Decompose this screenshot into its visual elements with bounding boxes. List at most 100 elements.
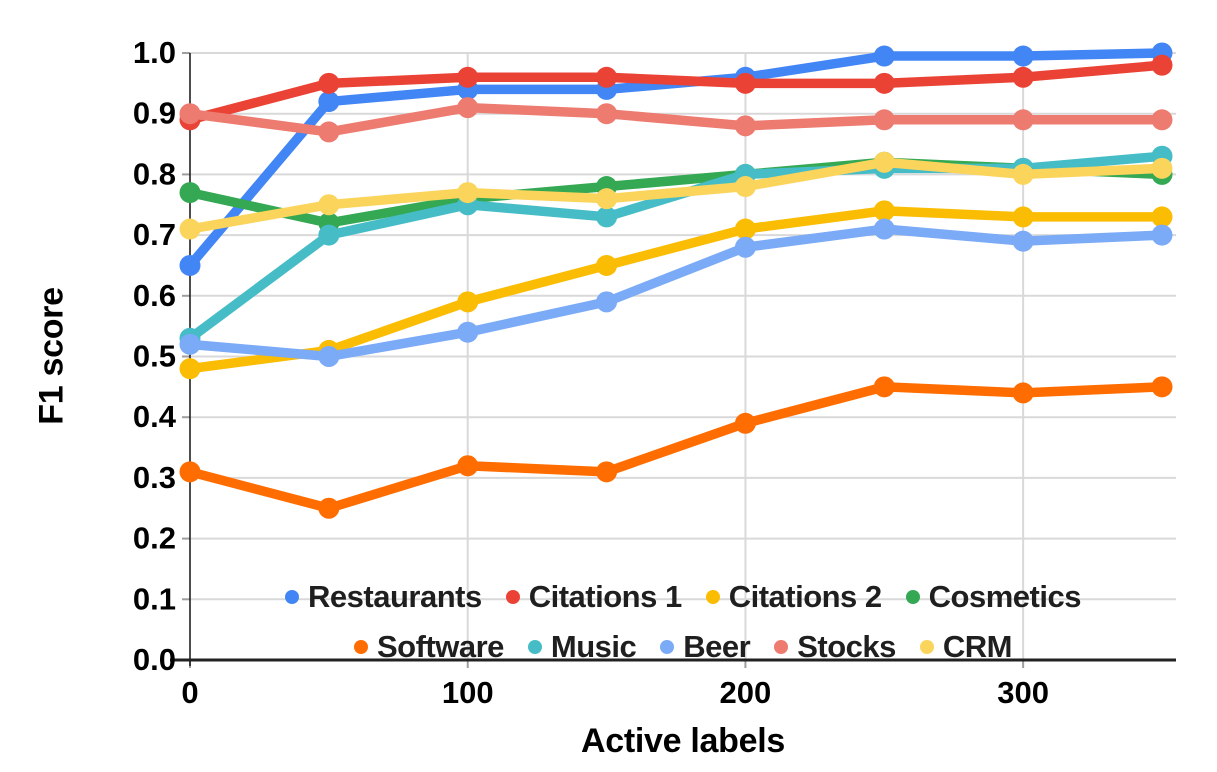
data-point-crm-0	[179, 218, 201, 240]
data-point-crm-150	[596, 188, 618, 210]
legend-dot-restaurants	[285, 590, 300, 604]
x-tick-label: 200	[720, 675, 772, 710]
y-tick-label: 0.6	[133, 278, 176, 313]
legend-label-crm: CRM	[942, 629, 1013, 664]
legend-dot-beer	[660, 640, 675, 654]
data-point-software-150	[596, 461, 618, 483]
legend-label-stocks: Stocks	[797, 629, 896, 664]
data-point-music-150	[596, 206, 618, 228]
legend-item-restaurants: Restaurants	[285, 579, 482, 615]
legend-label-restaurants: Restaurants	[308, 579, 482, 614]
legend-label-citations-1: Citations 1	[528, 579, 682, 614]
data-point-crm-250	[873, 151, 895, 173]
legend-item-stocks: Stocks	[774, 629, 896, 665]
data-point-software-50	[318, 497, 340, 519]
series-line-stocks	[185, 102, 1167, 137]
data-point-restaurants-250	[873, 45, 895, 67]
data-point-stocks-300	[1012, 109, 1034, 131]
series-line-beer	[185, 224, 1167, 362]
y-tick-label: 0.4	[133, 399, 177, 434]
x-tick-label: 0	[181, 675, 198, 710]
y-tick-label: 0.0	[133, 642, 176, 677]
y-tick-label: 0.1	[133, 581, 176, 616]
data-point-stocks-250	[873, 109, 895, 131]
series-line-citations-1	[185, 60, 1167, 125]
data-point-restaurants-300	[1012, 45, 1034, 67]
data-point-citations-2-150	[596, 254, 618, 276]
legend-item-citations-1: Citations 1	[505, 579, 682, 615]
legend-dot-cosmetics	[905, 590, 920, 604]
y-tick-label: 0.8	[133, 156, 176, 191]
legend-label-beer: Beer	[683, 629, 751, 664]
data-point-stocks-350	[1151, 109, 1173, 131]
data-point-citations-2-200	[734, 218, 756, 240]
legend-label-music: Music	[550, 629, 637, 664]
y-tick-label: 0.9	[133, 96, 176, 131]
data-point-citations-2-250	[873, 200, 895, 222]
data-point-music-50	[318, 224, 340, 246]
series-line-crm	[185, 157, 1167, 234]
data-point-crm-50	[318, 194, 340, 216]
legend-label-software: Software	[377, 629, 504, 664]
data-point-citations-1-350	[1151, 54, 1173, 76]
data-point-beer-200	[734, 236, 756, 258]
data-point-stocks-100	[457, 97, 479, 119]
data-point-citations-2-0	[179, 358, 201, 380]
data-point-cosmetics-0	[179, 182, 201, 204]
data-point-software-300	[1012, 382, 1034, 404]
data-point-citations-2-100	[457, 291, 479, 313]
data-point-citations-2-300	[1012, 206, 1034, 228]
data-point-software-250	[873, 376, 895, 398]
data-point-beer-250	[873, 218, 895, 240]
data-point-beer-150	[596, 291, 618, 313]
data-point-restaurants-0	[179, 254, 201, 276]
data-point-software-0	[179, 461, 201, 483]
legend-item-music: Music	[527, 629, 637, 665]
legend-row-1: Restaurants Citations 1 Citations 2 Cosmeti…	[190, 577, 1176, 617]
legend-item-citations-2: Citations 2	[705, 579, 882, 615]
y-axis-title: F1 score	[32, 287, 71, 425]
legend-dot-citations-1	[505, 590, 520, 604]
data-point-stocks-0	[179, 103, 201, 125]
x-tick-label: 300	[997, 675, 1049, 710]
data-point-restaurants-50	[318, 91, 340, 113]
data-point-citations-1-250	[873, 72, 895, 94]
data-point-crm-200	[734, 176, 756, 198]
data-point-crm-300	[1012, 163, 1034, 185]
legend: Restaurants Citations 1 Citations 2 Cosmeti…	[190, 577, 1176, 677]
data-point-beer-300	[1012, 230, 1034, 252]
data-point-beer-350	[1151, 224, 1173, 246]
x-tick-label: 100	[442, 675, 494, 710]
data-point-citations-1-300	[1012, 66, 1034, 88]
data-point-stocks-150	[596, 103, 618, 125]
data-point-citations-1-50	[318, 72, 340, 94]
legend-label-cosmetics: Cosmetics	[928, 579, 1082, 614]
legend-item-beer: Beer	[660, 629, 751, 665]
y-tick-label: 0.7	[133, 217, 176, 252]
data-point-software-200	[734, 412, 756, 434]
legend-row-2: Software Music Beer Stocks CRM	[190, 627, 1176, 667]
legend-dot-music	[527, 640, 542, 654]
data-point-beer-0	[179, 333, 201, 355]
data-point-citations-2-350	[1151, 206, 1173, 228]
y-tick-label: 0.5	[133, 339, 176, 374]
series-line-software	[185, 382, 1167, 513]
data-point-stocks-50	[318, 121, 340, 143]
data-point-citations-1-100	[457, 66, 479, 88]
series-line-citations-2	[185, 206, 1167, 374]
legend-dot-stocks	[774, 640, 789, 654]
legend-item-software: Software	[354, 629, 504, 665]
legend-item-crm: CRM	[919, 629, 1013, 665]
legend-item-cosmetics: Cosmetics	[905, 579, 1082, 615]
data-point-beer-50	[318, 346, 340, 367]
y-tick-label: 1.0	[133, 35, 176, 70]
legend-label-citations-2: Citations 2	[728, 579, 882, 614]
y-tick-label: 0.2	[133, 521, 176, 556]
data-point-citations-1-200	[734, 72, 756, 94]
y-tick-label: 0.3	[133, 460, 176, 495]
data-point-stocks-200	[734, 115, 756, 137]
legend-dot-citations-2	[705, 590, 720, 604]
data-point-crm-100	[457, 182, 479, 204]
